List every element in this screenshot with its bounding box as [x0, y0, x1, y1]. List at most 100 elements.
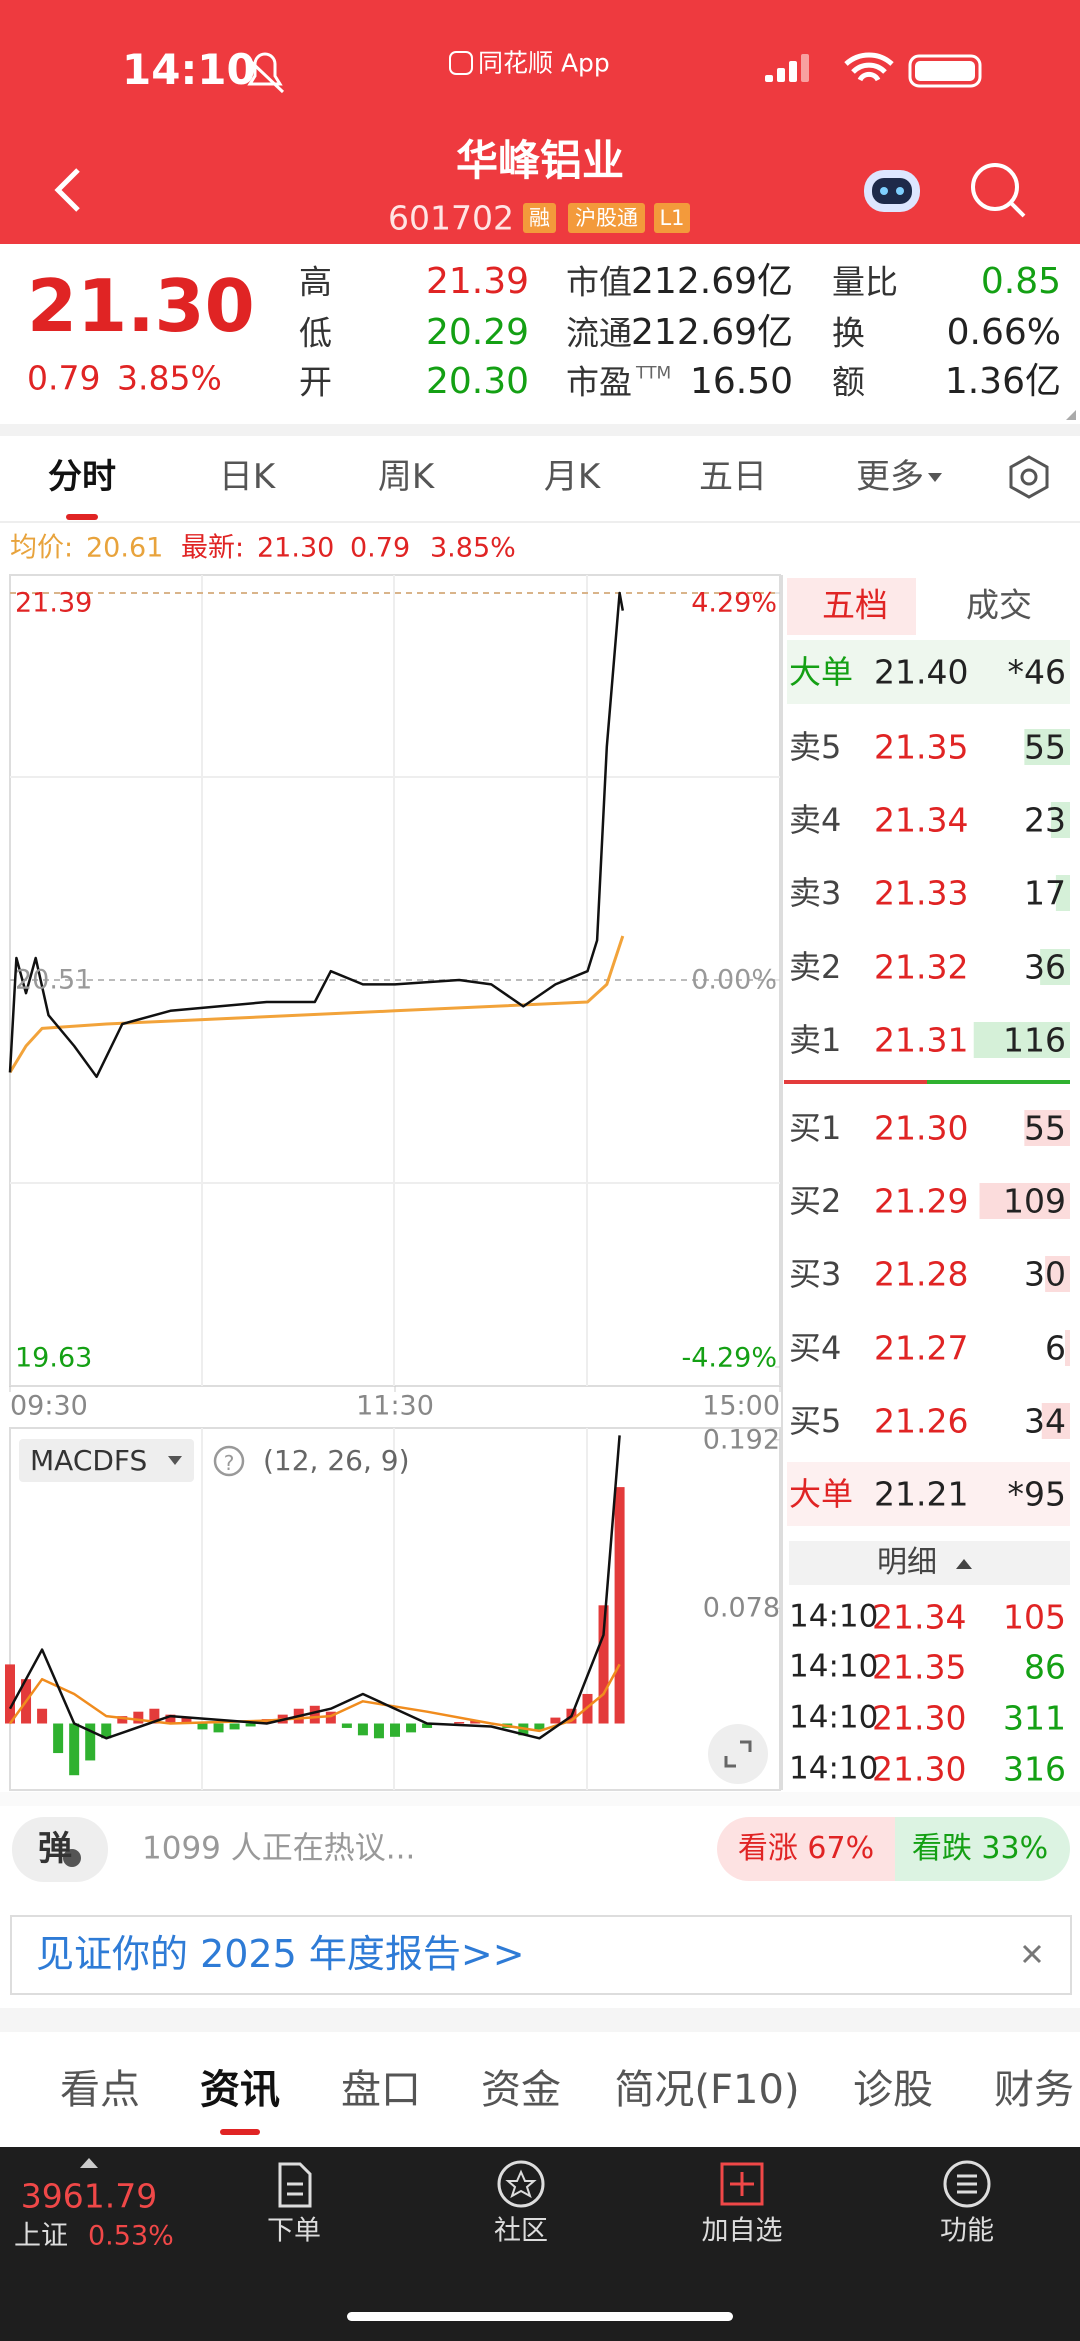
macd-bar	[534, 1723, 545, 1730]
price-change: 0.79	[27, 358, 101, 398]
stat-label: 开	[299, 362, 332, 402]
content-tab[interactable]: 简况(F10)	[614, 2067, 800, 2113]
banner-box	[10, 1915, 1072, 1995]
content-tab[interactable]: 诊股	[853, 2067, 933, 2113]
book-tab[interactable]: 成交	[966, 585, 1032, 625]
trade-price: 21.35	[872, 1647, 967, 1687]
stat-label-sup: TTM	[636, 363, 672, 384]
macd-bar	[357, 1723, 368, 1736]
nav-item[interactable]: 下单	[267, 2215, 321, 2247]
chart-tab[interactable]: 周K	[377, 457, 435, 497]
expand-button	[708, 1724, 768, 1784]
detail-caret	[956, 1559, 972, 1569]
trade-time: 14:10	[789, 1750, 879, 1787]
status-app: 同花顺 App	[478, 48, 610, 78]
book-label: 卖2	[789, 948, 842, 986]
nav-item[interactable]: 加自选	[701, 2215, 783, 2247]
book-label: 买1	[789, 1109, 842, 1147]
macd-bar	[149, 1708, 160, 1724]
book-volume: 116	[1003, 1020, 1066, 1060]
stat-label: 流通	[566, 313, 632, 353]
signal-bar	[789, 61, 797, 82]
y-tick-label: 19.63	[15, 1342, 93, 1374]
book-volume: 55	[1024, 1108, 1066, 1148]
book-label: 卖5	[789, 728, 842, 766]
latest-value: 21.30	[257, 532, 335, 564]
detail-header-bg	[789, 1541, 1070, 1585]
indicator-name[interactable]: MACDFS	[30, 1444, 148, 1477]
ask-volume-bar	[973, 1022, 1070, 1058]
stat-value: 1.36亿	[944, 361, 1061, 402]
bullet-button-text[interactable]: 弹	[38, 1829, 72, 1869]
badge: 沪股通	[568, 203, 645, 233]
book-volume: 30	[1024, 1254, 1066, 1294]
nav-item[interactable]: 功能	[940, 2215, 994, 2247]
stat-value: 0.85	[980, 261, 1061, 302]
book-price: 21.21	[874, 1474, 969, 1514]
help-mark: ?	[224, 1451, 235, 1475]
x-tick-label: 15:00	[702, 1390, 780, 1422]
bull-bg	[717, 1817, 895, 1881]
avg-value: 20.61	[86, 532, 164, 564]
macd-bar	[53, 1723, 64, 1754]
price-change-pct: 3.85%	[117, 358, 222, 398]
stat-label: 低	[299, 313, 332, 353]
trade-volume: 316	[1003, 1749, 1066, 1789]
section-gap	[0, 2008, 1080, 2032]
content-tab[interactable]: 盘口	[341, 2067, 421, 2113]
index-pct: 0.53%	[88, 2220, 174, 2252]
book-label: 大单	[789, 653, 854, 691]
search-handle	[1009, 201, 1026, 218]
discussion-text: 1099 人正在热议...	[142, 1830, 416, 1867]
trade-time: 14:10	[789, 1598, 879, 1635]
latest-label: 最新:	[181, 532, 245, 564]
nav-bg	[0, 2147, 1080, 2341]
y-tick-label: 21.39	[15, 587, 93, 619]
bullet-button	[12, 1817, 108, 1882]
stat-label: 量比	[832, 262, 898, 302]
book-price: 21.33	[874, 873, 969, 913]
banner-text[interactable]: 见证你的 2025 年度报告>>	[36, 1932, 525, 1976]
chart-tab[interactable]: 更多	[856, 457, 924, 497]
nav-item[interactable]: 社区	[494, 2215, 548, 2247]
book-tab-active	[787, 578, 916, 635]
stat-label: 额	[832, 362, 865, 402]
book-tab[interactable]: 五档	[822, 585, 888, 625]
book-label: 卖1	[789, 1021, 842, 1059]
content-tab[interactable]: 资金	[481, 2067, 561, 2113]
chart-tab[interactable]: 分时	[48, 457, 116, 497]
content-tab[interactable]: 资讯	[200, 2067, 280, 2113]
stat-value: 212.69亿	[631, 312, 793, 353]
bid-volume-bar	[1065, 1330, 1070, 1366]
trade-volume: 311	[1003, 1698, 1066, 1738]
chart-tab[interactable]: 月K	[543, 457, 601, 497]
stat-label: 换	[832, 313, 865, 353]
detail-header[interactable]: 明细	[877, 1545, 937, 1580]
stat-value: 16.50	[689, 361, 793, 402]
stat-value: 0.66%	[946, 312, 1061, 353]
book-volume: 17	[1024, 873, 1066, 913]
battery-level	[915, 61, 975, 81]
bull-vote[interactable]: 看涨 67%	[737, 1831, 875, 1866]
content-tab[interactable]: 看点	[60, 2067, 140, 2113]
macd-bar	[69, 1723, 80, 1776]
community-icon	[497, 2160, 545, 2208]
content-tab-underline	[220, 2129, 260, 2135]
chart-tab[interactable]: 五日	[699, 457, 767, 497]
robot-eye	[880, 187, 888, 195]
y-tick-label: 20.51	[15, 964, 93, 996]
chart-tab[interactable]: 日K	[218, 457, 276, 497]
book-volume: 55	[1024, 727, 1066, 767]
indicator-select	[19, 1439, 194, 1482]
book-volume: 23	[1024, 800, 1066, 840]
macd-bar	[422, 1723, 433, 1728]
macd-bar	[229, 1723, 240, 1730]
avg-label: 均价:	[10, 532, 74, 564]
signal-bar	[777, 68, 785, 82]
tab-underline	[66, 514, 98, 520]
content-tab[interactable]: 财务	[994, 2067, 1074, 2113]
watchlist-plus	[730, 2172, 754, 2196]
badge: 融	[523, 203, 556, 233]
bear-vote[interactable]: 看跌 33%	[911, 1831, 1049, 1866]
